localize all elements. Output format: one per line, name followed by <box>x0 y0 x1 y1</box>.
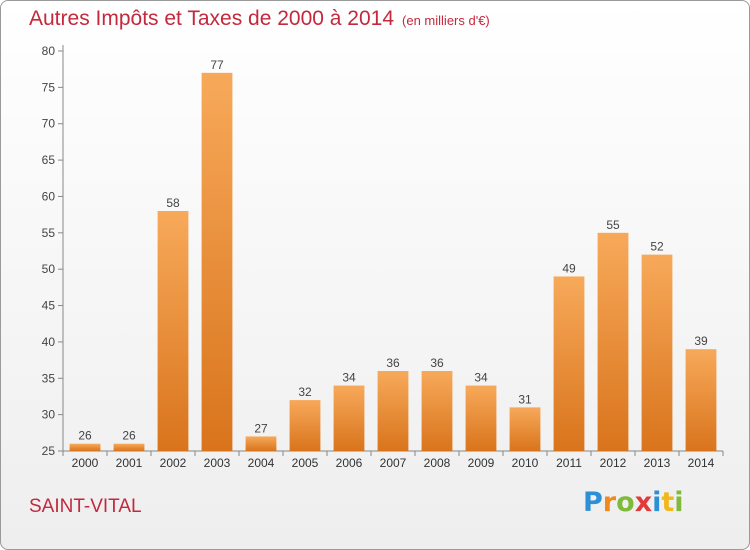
x-tick-label-2006: 2006 <box>336 456 363 470</box>
y-tick-label: 50 <box>42 262 56 276</box>
bar-2000 <box>69 443 101 451</box>
data-label-2006: 34 <box>342 371 356 385</box>
data-label-2012: 55 <box>606 218 620 232</box>
x-tick-label-2008: 2008 <box>424 456 451 470</box>
y-tick-label: 65 <box>42 153 56 167</box>
bar-2010 <box>509 407 541 451</box>
title-text: Autres Impôts et Taxes de 2000 à 2014 <box>29 7 395 30</box>
bar-2007 <box>377 371 409 451</box>
y-tick-label: 75 <box>42 80 56 94</box>
x-tick-label-2003: 2003 <box>204 456 231 470</box>
logo-letter: i <box>652 487 662 518</box>
x-tick-label-2013: 2013 <box>644 456 671 470</box>
bar-2004 <box>245 436 277 451</box>
x-tick-label-2009: 2009 <box>468 456 495 470</box>
bar-2011 <box>553 276 585 451</box>
data-label-2013: 52 <box>650 240 664 254</box>
bar-2013 <box>641 254 673 451</box>
data-label-2009: 34 <box>474 371 488 385</box>
x-tick-label-2010: 2010 <box>512 456 539 470</box>
data-label-2001: 26 <box>122 429 136 443</box>
data-label-2008: 36 <box>430 356 444 370</box>
proxiti-logo: Proxiti <box>583 487 684 518</box>
data-label-2002: 58 <box>166 196 180 210</box>
y-tick-label: 25 <box>42 444 56 458</box>
x-tick-label-2004: 2004 <box>248 456 275 470</box>
data-label-2000: 26 <box>78 429 92 443</box>
data-label-2003: 77 <box>210 58 224 72</box>
data-label-2010: 31 <box>518 392 532 406</box>
y-tick-label: 45 <box>42 299 56 313</box>
x-tick-label-2002: 2002 <box>160 456 187 470</box>
y-tick-label: 70 <box>42 117 56 131</box>
bar-2002 <box>157 211 189 451</box>
chart-title: Autres Impôts et Taxes de 2000 à 2014 (en… <box>29 7 490 31</box>
data-label-2007: 36 <box>386 356 400 370</box>
data-label-2014: 39 <box>694 334 708 348</box>
y-tick-label: 80 <box>42 44 56 58</box>
y-tick-label: 55 <box>42 226 56 240</box>
bar-2006 <box>333 385 365 451</box>
data-label-2005: 32 <box>298 385 312 399</box>
x-tick-label-2001: 2001 <box>116 456 143 470</box>
bar-2003 <box>201 72 233 452</box>
x-tick-label-2012: 2012 <box>600 456 627 470</box>
logo-letter: i <box>674 487 684 518</box>
chart-subtitle: (en milliers d'€) <box>402 13 490 28</box>
logo-letter: P <box>583 487 603 518</box>
bar-2012 <box>597 232 629 451</box>
place-name: SAINT-VITAL <box>29 496 142 517</box>
y-tick-label: 60 <box>42 189 56 203</box>
y-tick-label: 30 <box>42 408 56 422</box>
y-tick-label: 35 <box>42 371 56 385</box>
logo-letter: t <box>661 487 675 518</box>
bar-2001 <box>113 443 145 451</box>
logo-letter: r <box>602 487 617 518</box>
x-tick-label-2011: 2011 <box>556 456 582 470</box>
logo-letter: o <box>616 487 635 518</box>
x-tick-label-2005: 2005 <box>292 456 319 470</box>
data-label-2011: 49 <box>562 261 576 275</box>
x-tick-label-2007: 2007 <box>380 456 407 470</box>
x-tick-label-2014: 2014 <box>688 456 715 470</box>
bar-2009 <box>465 385 497 451</box>
x-tick-label-2000: 2000 <box>72 456 99 470</box>
logo-letter: x <box>634 487 653 518</box>
bar-2005 <box>289 400 321 451</box>
data-label-2004: 27 <box>254 421 268 435</box>
y-tick-label: 40 <box>42 335 56 349</box>
bar-2014 <box>685 349 717 451</box>
bar-2008 <box>421 371 453 451</box>
